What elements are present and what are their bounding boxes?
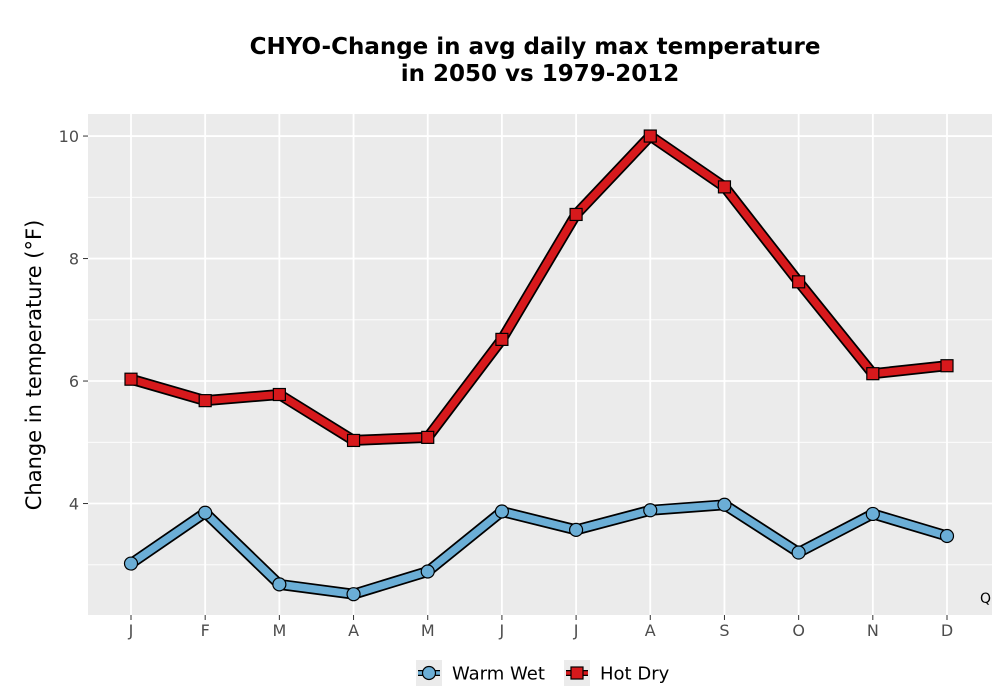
data-point	[272, 577, 287, 592]
x-tick-label: M	[272, 621, 286, 640]
x-tick-label: J	[573, 621, 579, 640]
chart-title-line-1: CHYO-Change in avg daily max temperature	[250, 34, 821, 60]
data-point	[421, 430, 435, 444]
data-point	[272, 387, 286, 402]
data-point	[939, 528, 955, 544]
y-axis: 4 6 8 10	[59, 127, 88, 514]
x-tick-label: J	[128, 621, 134, 640]
data-point	[792, 275, 806, 289]
x-tick-label: J	[499, 621, 505, 640]
x-tick-label: M	[421, 621, 435, 640]
data-point	[494, 504, 510, 519]
data-point	[123, 556, 139, 571]
data-point	[420, 564, 435, 579]
series-hot-dry	[124, 129, 954, 448]
x-tick-label: D	[941, 621, 953, 640]
data-point	[346, 433, 361, 448]
x-tick-label: F	[201, 621, 210, 640]
data-point	[198, 505, 213, 520]
x-tick-label: N	[867, 621, 879, 640]
legend-label: Hot Dry	[600, 664, 670, 685]
legend-key	[416, 660, 442, 686]
data-point	[124, 372, 138, 386]
legend-label: Warm Wet	[452, 664, 545, 685]
y-tick-label: 4	[69, 495, 79, 514]
chart-title-line-2: in 2050 vs 1979-2012	[401, 61, 680, 87]
data-point	[643, 129, 657, 143]
data-point	[940, 359, 954, 373]
legend-key-marker	[570, 666, 584, 680]
series-warm-wet	[123, 497, 955, 602]
data-point	[717, 180, 732, 194]
x-tick-label: A	[348, 621, 359, 640]
y-tick-label: 8	[69, 250, 79, 269]
data-point	[568, 522, 584, 537]
data-point	[866, 367, 880, 381]
y-tick-label: 6	[69, 372, 79, 391]
legend-key	[564, 660, 590, 686]
series-line	[127, 501, 951, 598]
legend: Warm Wet Hot Dry	[416, 660, 670, 686]
data-point	[791, 545, 806, 560]
x-tick-label: O	[792, 621, 805, 640]
x-tick-label: A	[645, 621, 656, 640]
data-point	[495, 332, 509, 346]
corner-label: Q	[980, 591, 991, 607]
y-axis-title: Change in temperature (°F)	[22, 220, 46, 511]
grid-layer	[88, 114, 992, 615]
plot-panel	[88, 114, 992, 615]
data-point	[346, 587, 361, 602]
data-point	[865, 506, 880, 522]
data-point	[569, 207, 583, 222]
data-point	[717, 497, 732, 512]
data-point	[198, 394, 212, 408]
series-line	[127, 132, 951, 445]
data-point	[643, 503, 658, 518]
y-tick-label: 10	[59, 127, 79, 146]
series-layer	[123, 129, 955, 602]
x-tick-label: S	[719, 621, 729, 640]
legend-key-marker	[421, 665, 437, 681]
